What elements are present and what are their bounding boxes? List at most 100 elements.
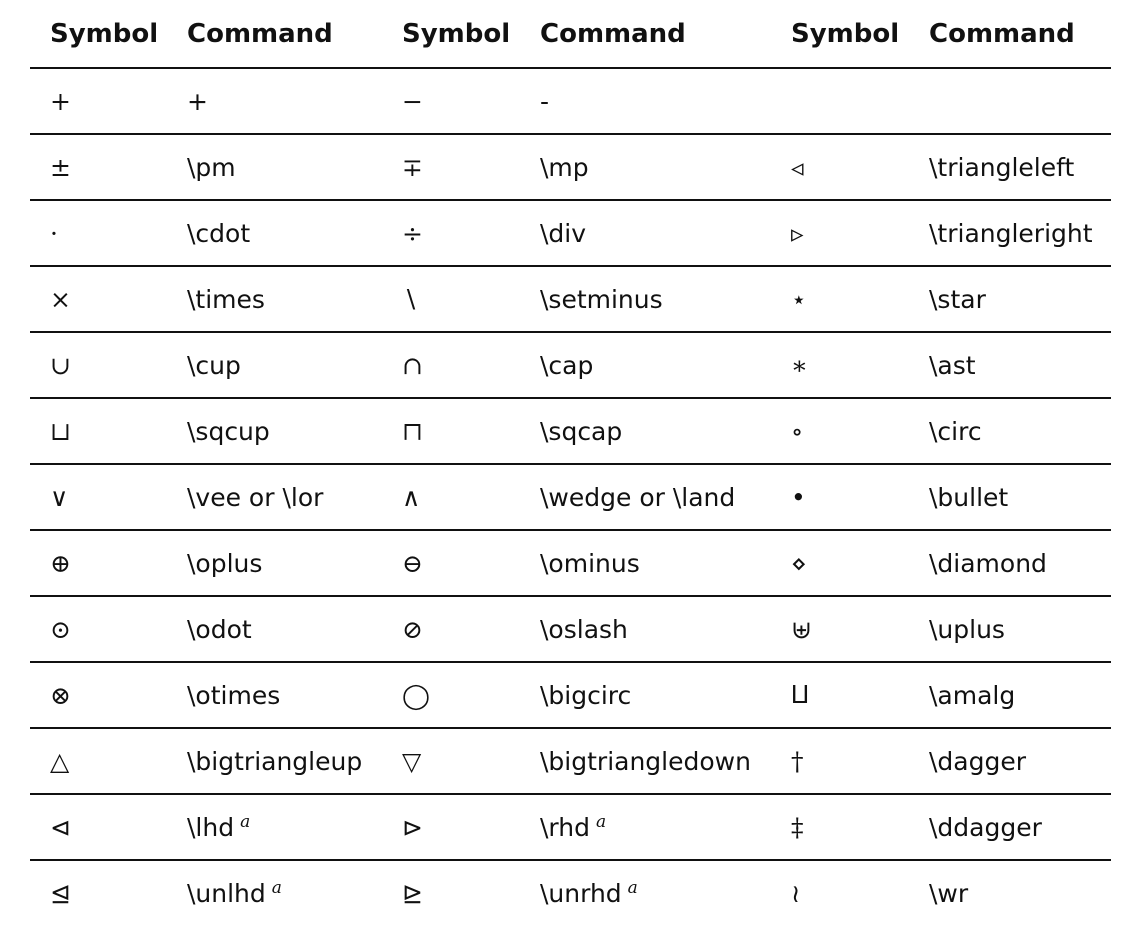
symbol-cell: ⊵: [402, 878, 423, 908]
symbol-cell: [771, 68, 909, 135]
command-cell: \times: [167, 266, 382, 333]
table-row: × \times ∖ \setminus ⋆ \star: [30, 266, 1111, 333]
footnote-marker: a: [240, 811, 251, 832]
command-text: \star: [929, 284, 986, 314]
command-text: \lhd: [187, 812, 235, 842]
symbol-cell: ⨿: [771, 662, 909, 729]
command-cell: -: [520, 68, 771, 135]
symbol-cell: ⊔: [30, 398, 167, 465]
table-row: ⊴ \unlhd a ⊵ \unrhd a ≀ \wr: [30, 860, 1111, 925]
symbol-cell: ▽: [382, 728, 520, 795]
symbol-cell: +: [30, 68, 167, 135]
command-text: \rhd: [540, 812, 590, 842]
symbol-cell: ⊓: [382, 398, 520, 465]
header-row: Symbol Command Symbol Command Symbol Com…: [30, 0, 1111, 69]
command-cell: \triangleleft: [909, 134, 1111, 201]
command-text: \cap: [540, 350, 594, 380]
table-row: ⊕ \oplus ⊖ \ominus ⋄ \diamond: [30, 530, 1111, 597]
symbol-cell: ⋄: [771, 530, 909, 597]
command-cell: \bigtriangledown: [520, 728, 771, 795]
symbol-cell: †: [771, 728, 909, 795]
command-text: \mp: [540, 152, 589, 182]
command-text: \uplus: [929, 614, 1005, 644]
symbol-cell: ‡: [771, 794, 909, 861]
command-cell: \star: [909, 266, 1111, 333]
symbol-cell: ⊳: [382, 794, 520, 861]
header-symbol-2: Symbol: [382, 0, 520, 69]
table-row: + + − -: [30, 68, 1111, 135]
symbol-cell: −: [382, 68, 520, 135]
header-symbol-1: Symbol: [30, 0, 167, 69]
symbol-cell: △: [30, 728, 167, 795]
header-command-1: Command: [167, 0, 382, 69]
table-row: ∨ \vee or \lor ∧ \wedge or \land • \bullet: [30, 464, 1111, 531]
symbol-cell: ∘: [771, 398, 909, 465]
command-cell: \unlhd a: [167, 860, 382, 925]
command-text: \otimes: [187, 680, 281, 710]
command-cell: \bigtriangleup: [167, 728, 382, 795]
command-text: \triangleright: [929, 218, 1093, 248]
command-text: \sqcap: [540, 416, 623, 446]
symbol-cell: •: [771, 464, 909, 531]
command-cell: \circ: [909, 398, 1111, 465]
symbol-cell: ∓: [382, 134, 520, 201]
command-cell: \ddagger: [909, 794, 1111, 861]
command-cell: \setminus: [520, 266, 771, 333]
symbol-cell: ∧: [382, 464, 520, 531]
symbol-cell: ▹: [771, 200, 909, 267]
symbol-cell: ≀: [791, 878, 801, 908]
command-cell: \vee or \lor: [167, 464, 382, 531]
command-text: \ominus: [540, 548, 640, 578]
command-text: \circ: [929, 416, 982, 446]
command-text: \dagger: [929, 746, 1027, 776]
footnote-marker: a: [595, 811, 607, 832]
command-text: +: [187, 86, 208, 116]
command-text: \cdot: [187, 218, 251, 248]
command-cell: \odot: [167, 596, 382, 663]
command-text: \wr: [929, 878, 969, 908]
command-text: \vee or \lor: [187, 482, 324, 512]
symbol-cell: ⊕: [30, 530, 167, 597]
command-text: -: [540, 86, 550, 116]
command-cell: \dagger: [909, 728, 1111, 795]
symbol-command-table: Symbol Command Symbol Command Symbol Com…: [30, 0, 1111, 925]
command-cell: \uplus: [909, 596, 1111, 663]
symbol-cell: ⊙: [30, 596, 167, 663]
command-cell: \mp: [520, 134, 771, 201]
command-cell: \sqcup: [167, 398, 382, 465]
symbol-cell: ⊎: [771, 596, 909, 663]
command-cell: \oslash: [520, 596, 771, 663]
symbol-cell: ◯: [382, 662, 520, 729]
command-text: \ast: [929, 350, 976, 380]
command-text: \pm: [187, 152, 236, 182]
symbol-cell: ∖: [382, 266, 520, 333]
command-text: \bigtriangleup: [187, 746, 363, 776]
command-cell: \cdot: [167, 200, 382, 267]
symbol-cell: ∪: [30, 332, 167, 399]
footnote-marker: a: [627, 877, 638, 898]
symbol-cell: ◃: [771, 134, 909, 201]
symbol-cell: ±: [30, 134, 167, 201]
command-text: \diamond: [929, 548, 1047, 578]
command-cell: \unrhd a: [520, 860, 771, 925]
command-cell: \wedge or \land: [520, 464, 771, 531]
command-text: \unrhd: [540, 878, 622, 908]
command-cell: \triangleright: [909, 200, 1111, 267]
symbol-cell: ∩: [382, 332, 520, 399]
symbol-cell: ×: [30, 266, 167, 333]
table-row: ± \pm ∓ \mp ◃ \triangleleft: [30, 134, 1111, 201]
symbol-cell: ⊘: [382, 596, 520, 663]
symbol-cell: ÷: [382, 200, 520, 267]
table-body: + + − - ± \pm ∓ \mp ◃ \triangleleft · \cdot ÷ \div ▹ \t…: [30, 68, 1111, 925]
symbol-cell: ∨: [30, 464, 167, 531]
symbol-cell: ⊴: [50, 878, 71, 908]
table-row: · \cdot ÷ \div ▹ \triangleright: [30, 200, 1111, 267]
command-cell: \pm: [167, 134, 382, 201]
command-text: \odot: [187, 614, 252, 644]
command-text: \triangleleft: [929, 152, 1075, 182]
command-text: \cup: [187, 350, 241, 380]
command-cell: \amalg: [909, 662, 1111, 729]
symbol-cell: ·: [30, 200, 167, 267]
command-text: \unlhd: [187, 878, 266, 908]
command-cell: [909, 68, 1111, 135]
